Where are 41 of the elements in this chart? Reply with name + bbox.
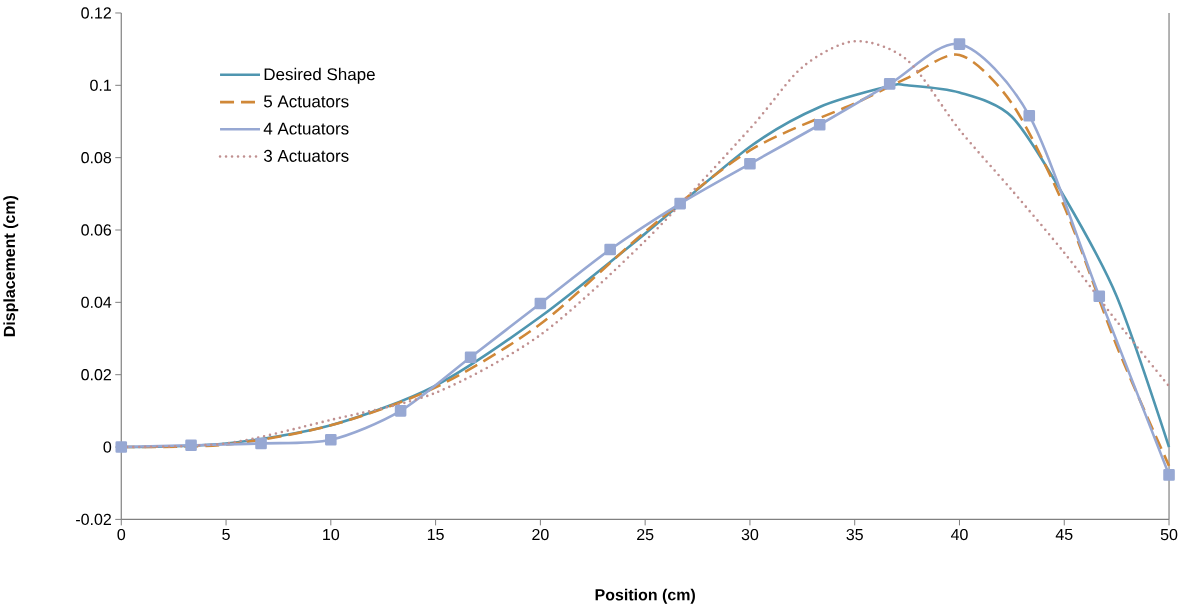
y-tick-label: 0 [103,441,112,453]
x-tick-label: 40 [950,528,968,541]
point [185,439,197,451]
point [255,437,267,450]
point [883,77,896,90]
y-tick-label: 0.04 [81,296,112,308]
point [325,433,337,446]
point [674,197,686,210]
point [534,297,547,310]
x-tick-label: 45 [1055,528,1073,540]
x-tick-label: 0 [117,528,126,541]
point [394,404,407,417]
y-axis-title: Displacement (cm) [3,195,19,337]
x-axis-title: Position (cm) [595,588,695,604]
y-tick-label: 0.1 [90,79,111,91]
y-tick-label: 0.08 [81,151,112,164]
x-tick-label: 30 [741,528,759,541]
x-tick-label: 35 [846,528,863,541]
point [1023,109,1036,122]
point [1093,290,1106,302]
x-tick-label: 25 [637,528,654,541]
point [464,351,477,363]
legend-label: Desired Shape [264,67,375,84]
legend-label: 4 Actuators [263,122,349,135]
point [604,243,616,256]
point [115,441,128,453]
y-tick-label: 0.02 [81,368,111,381]
legend-label: 3 Actuators [263,149,349,162]
x-tick-label: 50 [1160,528,1178,541]
y-tick-label: 0.06 [81,224,112,236]
y-tick-label: -0.02 [76,513,111,525]
x-tick-label: 20 [532,528,549,541]
y-tick-label: 0.12 [81,7,111,19]
legend-label: 5 Actuators [263,95,349,108]
point [744,157,756,170]
x-tick-label: 5 [222,528,230,540]
point [813,118,826,131]
x-tick-label: 15 [427,528,444,540]
point [953,38,966,50]
x-tick-label: 10 [323,528,340,541]
point [1163,468,1175,481]
